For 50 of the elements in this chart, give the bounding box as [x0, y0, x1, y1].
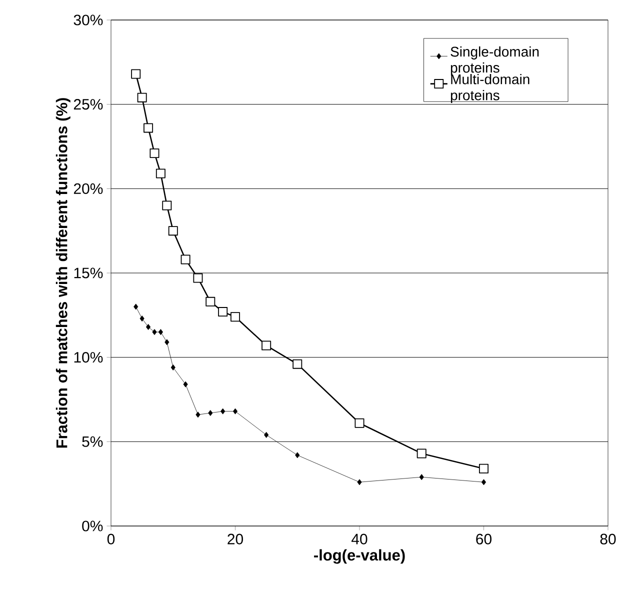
- x-tick-label: 0: [107, 534, 115, 544]
- y-tick-label: 25%: [74, 99, 103, 110]
- point: [295, 452, 300, 458]
- point: [292, 359, 302, 369]
- point: [357, 479, 362, 486]
- y-axis-title: Fraction of matches with different functions (%): [56, 98, 70, 448]
- point: [232, 408, 238, 414]
- point: [478, 464, 488, 474]
- y-tick-label: 5%: [82, 436, 103, 447]
- point: [164, 339, 170, 346]
- y-tick-label: 20%: [74, 183, 103, 194]
- point: [144, 123, 154, 133]
- point: [262, 340, 272, 350]
- point: [264, 432, 269, 438]
- point: [137, 92, 147, 102]
- x-tick-label: 40: [352, 534, 368, 544]
- point: [150, 148, 160, 158]
- point: [481, 479, 486, 486]
- point: [156, 168, 166, 178]
- point: [196, 412, 200, 418]
- point: [152, 329, 157, 336]
- point: [180, 254, 190, 264]
- point: [220, 408, 226, 414]
- point: [230, 312, 240, 322]
- point: [158, 329, 163, 336]
- point: [419, 474, 424, 480]
- x-axis-title: -log(e-value): [314, 549, 405, 564]
- y-tick-label: 30%: [74, 14, 103, 26]
- point: [193, 273, 203, 283]
- x-tick-label: 80: [600, 534, 616, 544]
- point: [146, 324, 151, 330]
- point: [218, 307, 228, 317]
- legend-label: Single-domain proteins: [450, 46, 539, 76]
- y-tick-label: 15%: [74, 268, 103, 278]
- point: [162, 200, 172, 210]
- legend-label: Multi-domain proteins: [450, 74, 530, 104]
- point: [134, 304, 138, 310]
- point: [131, 69, 141, 79]
- x-tick-label: 20: [228, 534, 243, 544]
- point: [183, 381, 188, 388]
- point: [416, 448, 426, 458]
- x-tick-label: 60: [476, 534, 492, 544]
- point: [208, 410, 213, 416]
- y-tick-label: 0%: [82, 520, 103, 532]
- point: [140, 316, 144, 322]
- point: [170, 364, 176, 370]
- point: [206, 296, 216, 306]
- y-tick-label: 10%: [74, 352, 103, 363]
- point: [168, 226, 178, 236]
- point: [354, 418, 364, 428]
